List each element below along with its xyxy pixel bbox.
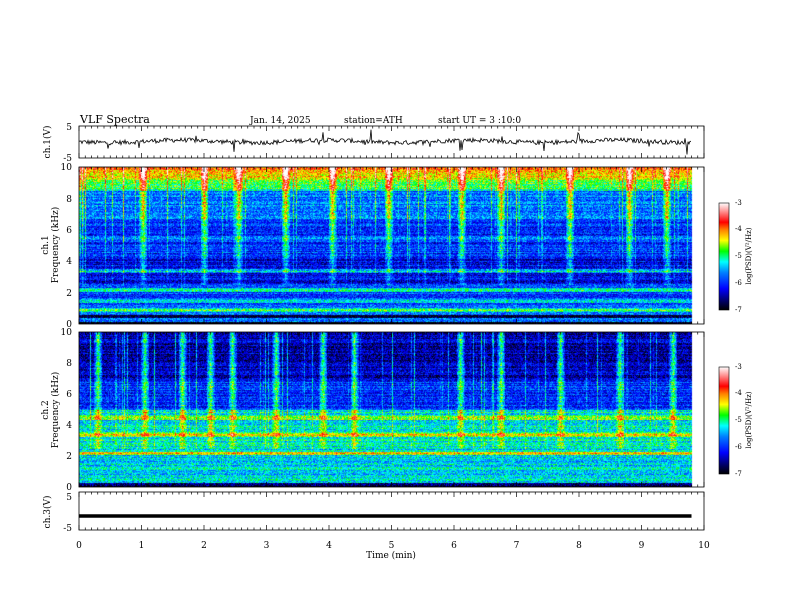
x-tick-label: 0	[76, 541, 82, 551]
ch3-ytick-bottom: -5	[63, 524, 72, 534]
ch2-colorbar-tick-m4: -4	[735, 389, 742, 397]
ch2-colorbar-tick-m3: -3	[735, 363, 742, 371]
figure-title: VLF Spectra	[79, 113, 150, 126]
x-tick-label: 6	[451, 541, 457, 551]
ch1-colorbar: -3 -4 -5 -6 -7 log(PSD)(V²/Hz)	[718, 199, 753, 314]
ch1-spectrogram-ylabel-freq: Frequency (kHz)	[50, 207, 61, 284]
date-label: Jan. 14, 2025	[249, 116, 311, 126]
ch1-ytick-8: 8	[66, 195, 72, 205]
ch1-ytick-2: 2	[66, 289, 72, 299]
ch2-ytick-0: 0	[66, 483, 72, 493]
ch2-colorbar-tick-m6: -6	[735, 443, 742, 451]
x-tick-label: 4	[326, 541, 332, 551]
ch1-colorbar-tick-m3: -3	[735, 199, 742, 207]
ch1-waveform-frame	[78, 125, 705, 159]
ch2-ytick-6: 6	[66, 390, 72, 400]
x-tick-label: 9	[639, 541, 645, 551]
ch1-ytick-10: 10	[61, 163, 73, 173]
ch1-ytick-top: 5	[66, 123, 72, 133]
x-axis-label: Time (min)	[366, 550, 416, 561]
ch2-colorbar-tick-m7: -7	[735, 470, 742, 478]
x-tick-label: 10	[698, 541, 710, 551]
ch2-spectrogram-ylabel-channel: ch.2	[41, 400, 51, 419]
ch2-colorbar-tick-m5: -5	[735, 416, 742, 424]
ch1-waveform-panel: 5 -5 ch.1(V)	[42, 123, 705, 164]
ch2-spectrogram-panel: 10 8 6 4 2 0 ch.2 Frequency (kHz)	[41, 328, 705, 493]
ch2-colorbar-gradient	[718, 366, 730, 475]
ch1-spectrogram-ylabel-channel: ch.1	[41, 235, 51, 254]
ch1-colorbar-gradient	[718, 202, 730, 311]
ch3-ytick-top: 5	[66, 493, 72, 503]
ch1-spectrogram-panel: 10 8 6 4 2 0 ch.1 Frequency (kHz)	[41, 163, 705, 330]
ch1-colorbar-tick-m4: -4	[735, 225, 742, 233]
x-axis: 0 1 2 3 4 5 6 7 8 9 10	[76, 126, 710, 551]
station-label: station=ATH	[344, 116, 403, 126]
ch3-waveform-frame	[78, 491, 705, 531]
ch3-waveform-ylabel: ch.3(V)	[42, 496, 53, 529]
ch2-ytick-8: 8	[66, 359, 72, 369]
ch2-spectrogram-ylabel-freq: Frequency (kHz)	[50, 372, 61, 449]
ch1-colorbar-tick-m6: -6	[735, 279, 742, 287]
start-time-label: start UT = 3 :10:0	[438, 116, 521, 126]
x-tick-label: 8	[576, 541, 582, 551]
ch1-ytick-0: 0	[66, 320, 72, 330]
ch1-colorbar-tick-m5: -5	[735, 252, 742, 260]
ch1-ytick-bottom: -5	[63, 154, 72, 164]
ch2-ytick-4: 4	[66, 421, 72, 431]
ch1-waveform-ylabel: ch.1(V)	[42, 126, 53, 159]
ch2-colorbar: -3 -4 -5 -6 -7 log(PSD)(V²/Hz)	[718, 363, 753, 478]
ch1-colorbar-label: log(PSD)(V²/Hz)	[745, 227, 753, 284]
ch2-ytick-10: 10	[61, 328, 73, 338]
ch1-waveform-trace	[78, 129, 692, 155]
ch1-ytick-4: 4	[66, 257, 72, 267]
x-tick-label: 3	[264, 541, 270, 551]
x-tick-label: 7	[514, 541, 520, 551]
ch1-spectrogram-image	[79, 167, 694, 324]
ch2-colorbar-label: log(PSD)(V²/Hz)	[745, 391, 753, 448]
x-tick-label: 5	[389, 541, 395, 551]
ch2-ytick-2: 2	[66, 452, 72, 462]
x-tick-label: 2	[201, 541, 207, 551]
ch1-ytick-6: 6	[66, 226, 72, 236]
x-tick-label: 1	[139, 541, 145, 551]
ch1-colorbar-tick-m7: -7	[735, 306, 742, 314]
ch2-spectrogram-image	[79, 332, 694, 487]
